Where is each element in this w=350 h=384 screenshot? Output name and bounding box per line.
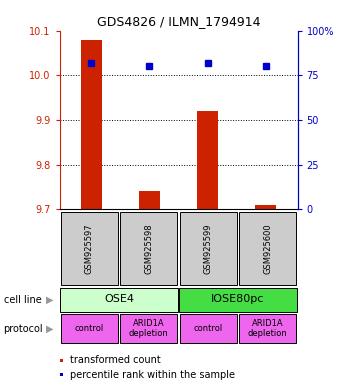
Text: GSM925597: GSM925597: [85, 223, 94, 274]
Bar: [120, 314, 177, 343]
Bar: [179, 288, 297, 312]
Text: percentile rank within the sample: percentile rank within the sample: [70, 370, 235, 380]
Text: protocol: protocol: [4, 324, 43, 334]
Bar: [60, 288, 178, 312]
Bar: [239, 212, 296, 285]
Text: control: control: [194, 324, 223, 333]
Text: transformed count: transformed count: [70, 355, 160, 365]
Text: control: control: [75, 324, 104, 333]
Text: GSM925599: GSM925599: [204, 223, 213, 274]
Text: ARID1A
depletion: ARID1A depletion: [248, 319, 288, 338]
Bar: [120, 212, 177, 285]
Text: ▶: ▶: [46, 324, 53, 334]
Bar: [180, 314, 237, 343]
Title: GDS4826 / ILMN_1794914: GDS4826 / ILMN_1794914: [97, 15, 260, 28]
Text: ARID1A
depletion: ARID1A depletion: [129, 319, 169, 338]
Bar: [197, 111, 218, 209]
Bar: [256, 205, 276, 209]
Text: GSM925600: GSM925600: [263, 223, 272, 274]
Text: GSM925598: GSM925598: [144, 223, 153, 274]
Bar: [61, 212, 118, 285]
Bar: [61, 314, 118, 343]
Text: ▶: ▶: [46, 295, 53, 305]
Bar: [81, 40, 102, 209]
Bar: [139, 191, 160, 209]
Text: OSE4: OSE4: [104, 295, 134, 305]
Text: IOSE80pc: IOSE80pc: [211, 295, 265, 305]
Bar: [239, 314, 296, 343]
Text: cell line: cell line: [4, 295, 41, 305]
Bar: [180, 212, 237, 285]
